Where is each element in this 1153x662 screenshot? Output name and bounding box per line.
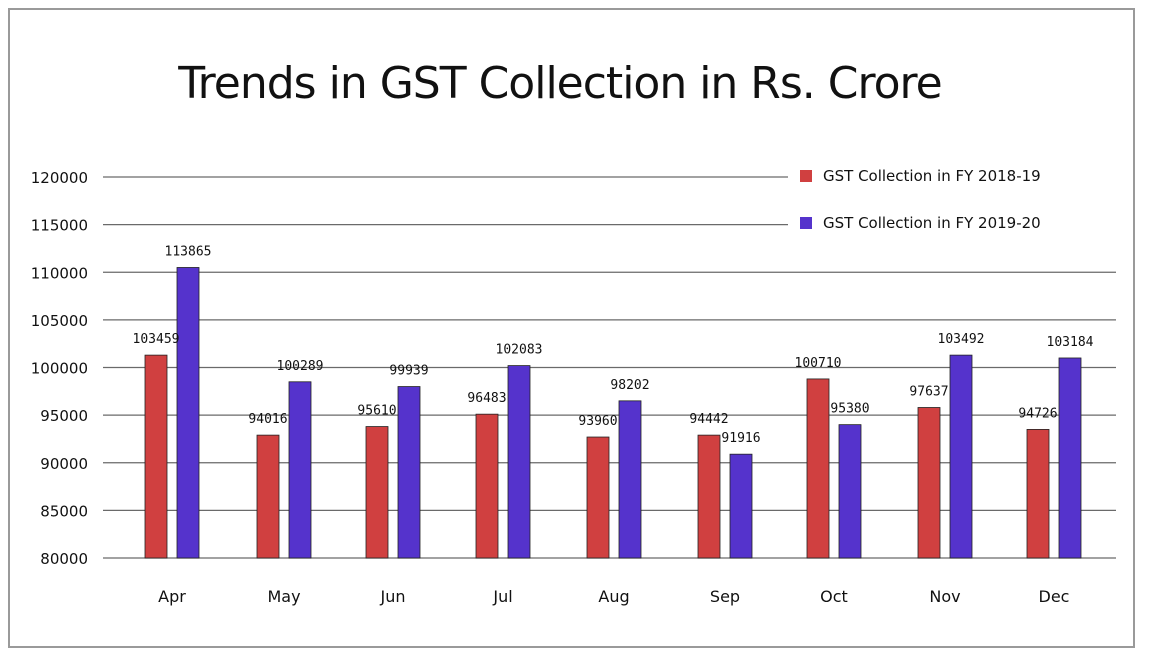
legend-swatch [800, 170, 812, 182]
bar-fy2018-19-jul [475, 413, 499, 559]
bar-fy2019-20-apr [176, 267, 200, 559]
x-axis-category-labels: Apr May Jun Jul Aug Sep Oct Nov Dec [158, 587, 1069, 606]
x-category-label: Aug [598, 587, 629, 606]
bar-fy2018-19-apr [144, 354, 168, 559]
data-label: 95380 [830, 402, 869, 417]
x-category-label: May [267, 587, 300, 606]
y-tick-label: 90000 [40, 455, 88, 473]
bar-fy2019-20-dec [1058, 357, 1082, 559]
bar-fy2019-20-aug [618, 400, 642, 559]
y-tick-label: 85000 [40, 502, 88, 520]
data-label: 100710 [795, 356, 842, 371]
bar-fy2019-20-sep [729, 453, 753, 559]
legend-label: GST Collection in FY 2018-19 [823, 167, 1041, 185]
y-tick-label: 105000 [31, 312, 88, 330]
x-category-label: Sep [710, 587, 740, 606]
data-label: 103492 [938, 332, 985, 347]
data-label: 113865 [165, 244, 212, 259]
y-tick-label: 100000 [31, 360, 88, 378]
bars [144, 267, 1082, 559]
bar-fy2018-19-dec [1026, 429, 1050, 559]
y-axis-tick-labels: 80000 85000 90000 95000 100000 105000 110000 11… [31, 169, 88, 568]
legend-swatch [800, 217, 812, 229]
bar-fy2018-19-oct [806, 378, 830, 559]
bar-fy2019-20-jun [397, 386, 421, 559]
legend: GST Collection in FY 2018-19 GST Collecti… [800, 167, 1041, 232]
y-tick-label: 110000 [31, 264, 88, 282]
data-label: 91916 [721, 431, 760, 446]
x-category-label: Dec [1039, 587, 1070, 606]
y-tick-label: 115000 [31, 217, 88, 235]
bar-fy2018-19-jun [365, 426, 389, 559]
bar-fy2019-20-may [288, 381, 312, 559]
bar-fy2018-19-may [256, 434, 280, 559]
data-label: 94016 [248, 412, 287, 427]
bar-fy2019-20-nov [949, 354, 973, 559]
data-label: 103459 [133, 332, 180, 347]
bar-fy2019-20-oct [838, 424, 862, 559]
data-label: 97637 [909, 385, 948, 400]
x-category-label: Oct [820, 587, 848, 606]
legend-label: GST Collection in FY 2019-20 [823, 214, 1041, 232]
data-labels: 103459 113865 94016 100289 95610 99939 96483 10… [133, 244, 1094, 446]
y-tick-label: 120000 [31, 169, 88, 187]
bar-fy2018-19-aug [586, 436, 610, 559]
data-label: 96483 [467, 391, 506, 406]
data-label: 102083 [496, 343, 543, 358]
bar-fy2019-20-jul [507, 365, 531, 559]
bar-fy2018-19-sep [697, 434, 721, 559]
bar-fy2018-19-nov [917, 407, 941, 559]
data-label: 99939 [389, 364, 428, 379]
data-label: 98202 [610, 378, 649, 393]
x-category-label: Nov [929, 587, 960, 606]
chart-title: Trends in GST Collection in Rs. Crore [178, 58, 942, 109]
x-category-label: Jun [380, 587, 406, 606]
y-tick-label: 95000 [40, 407, 88, 425]
data-label: 100289 [277, 359, 324, 374]
x-category-label: Jul [492, 587, 512, 606]
data-label: 103184 [1047, 335, 1094, 350]
data-label: 93960 [578, 414, 617, 429]
data-label: 94726 [1018, 406, 1057, 421]
data-label: 95610 [357, 404, 396, 419]
y-tick-label: 80000 [40, 550, 88, 568]
x-category-label: Apr [158, 587, 186, 606]
data-label: 94442 [689, 412, 728, 427]
